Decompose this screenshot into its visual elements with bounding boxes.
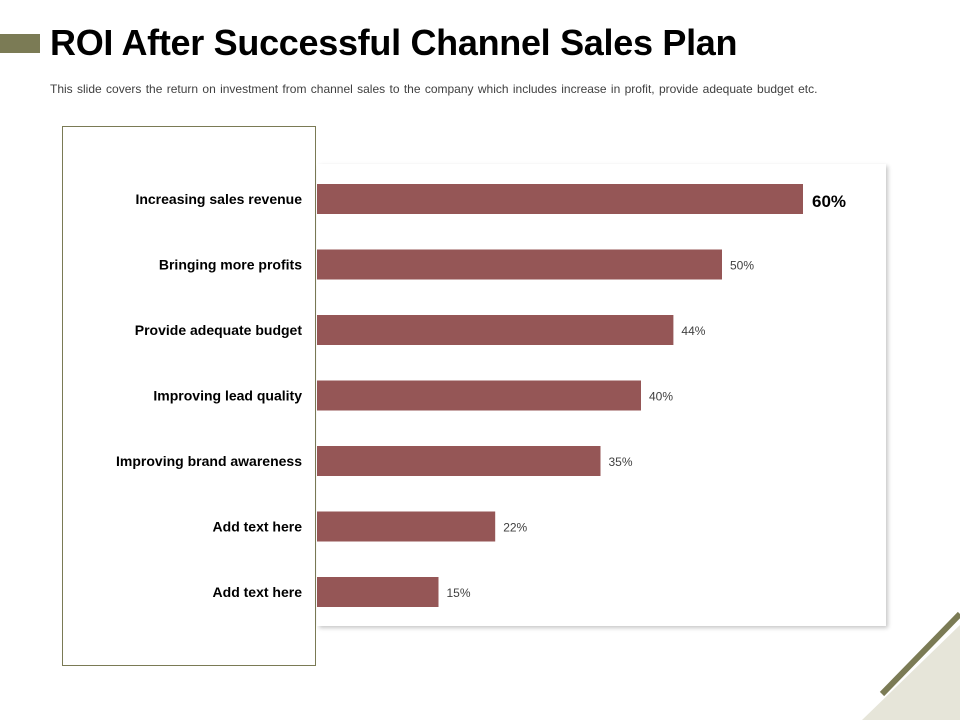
slide-subtitle: This slide covers the return on investme… (50, 82, 818, 96)
bar-7 (317, 577, 439, 607)
title-accent-bar (0, 34, 40, 53)
category-label-7: Add text here (213, 584, 303, 600)
value-label-2: 50% (730, 259, 754, 273)
category-label-box (62, 126, 316, 666)
value-label-3: 44% (681, 324, 705, 338)
category-label-2: Bringing more profits (159, 257, 302, 273)
value-label-5: 35% (609, 455, 633, 469)
category-label-3: Provide adequate budget (135, 322, 303, 338)
bar-2 (317, 249, 722, 280)
category-label-6: Add text here (213, 519, 303, 535)
value-label-6: 22% (503, 521, 527, 535)
value-label-7: 15% (447, 586, 471, 600)
category-label-1: Increasing sales revenue (135, 191, 302, 207)
category-label-5: Improving brand awareness (116, 453, 302, 469)
slide-title: ROI After Successful Channel Sales Plan (50, 22, 738, 63)
bar-4 (317, 380, 641, 411)
value-label-4: 40% (649, 390, 673, 404)
value-label-1: 60% (812, 192, 846, 211)
bar-6 (317, 511, 496, 542)
bar-3 (317, 315, 674, 345)
bar-5 (317, 446, 601, 476)
category-label-4: Improving lead quality (153, 388, 302, 404)
bar-1 (317, 184, 803, 214)
